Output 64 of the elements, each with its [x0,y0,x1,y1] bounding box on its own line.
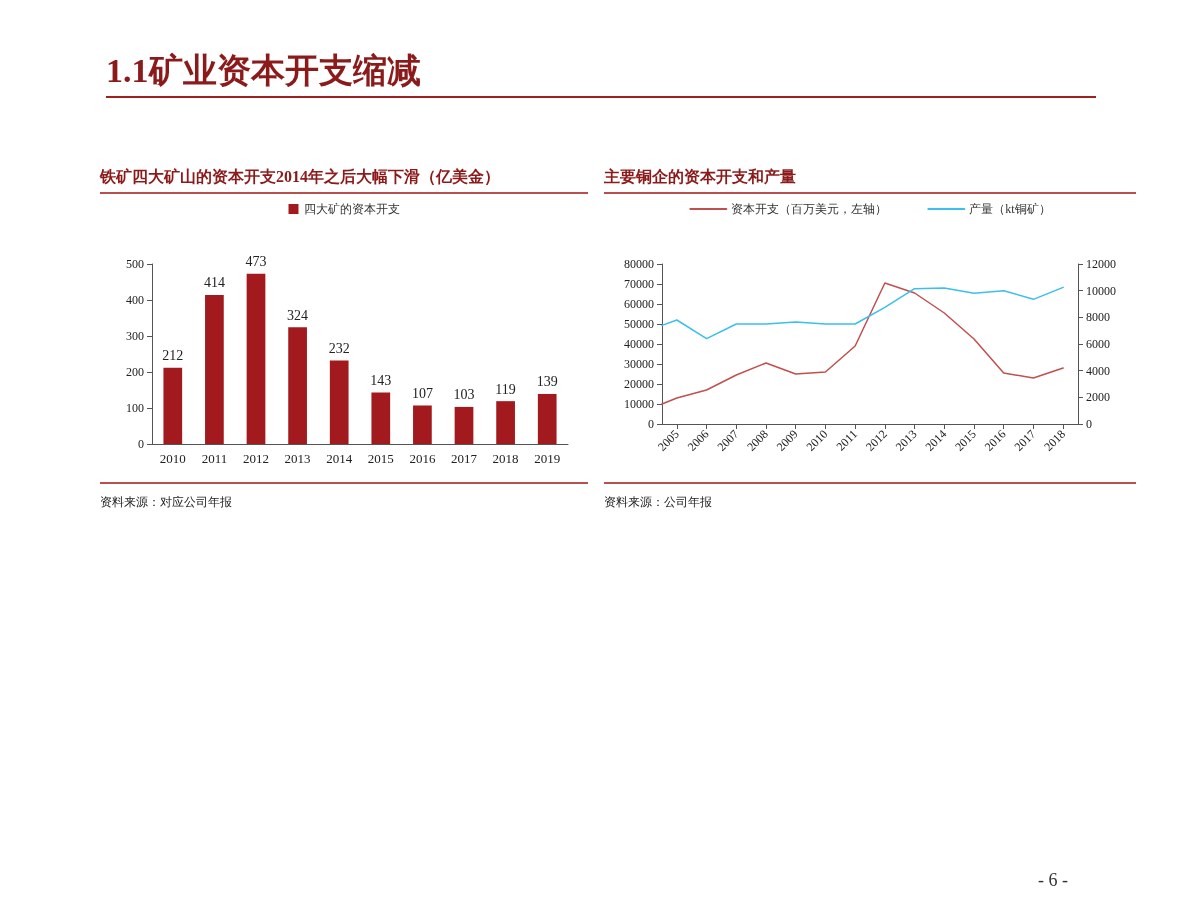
y-tick-label: 300 [126,329,144,343]
y-tick-label: 400 [126,293,144,307]
legend-label: 资本开支（百万美元，左轴） [731,202,888,216]
y2-tick-label: 12000 [1086,257,1116,271]
y2-tick-label: 2000 [1086,390,1110,405]
y2-tick-label: 4000 [1086,363,1110,378]
x-tick-label: 2014 [326,451,353,466]
x-tick-label: 2011 [201,451,228,466]
y-tick-label: 30000 [624,357,654,371]
data-label: 324 [287,307,309,323]
bar [454,406,474,444]
x-tick-label: 2019 [534,451,561,466]
bar [288,327,307,444]
data-label: 119 [495,381,516,397]
x-tick-label: 2010 [159,451,186,466]
y2-tick-label: 0 [1086,417,1092,431]
bar [329,360,349,444]
bar [413,405,432,444]
y-tick-label: 80000 [624,257,654,271]
y-tick-label: 0 [138,437,144,451]
y-tick-label: 10000 [624,397,654,411]
y-tick-label: 100 [126,401,144,415]
text: 资料来源：对应公司年报 [100,494,233,511]
chart-title: 铁矿四大矿山的资本开支2014年之后大幅下滑（亿美金） [100,163,588,194]
y2-tick-label: 10000 [1086,283,1116,298]
data-label: 414 [203,275,225,291]
x-tick-label: 2016 [409,451,436,466]
y2-tick-label: 8000 [1086,310,1110,325]
text: 1.1矿业资本开支缩减 [106,48,1096,98]
chart-title: 主要铜企的资本开支和产量 [604,163,1136,194]
y-tick-label: 40000 [624,337,654,351]
data-label: 139 [536,374,558,390]
legend-label: 产量（kt铜矿） [969,202,1051,216]
y-tick-label: 50000 [624,317,654,331]
y-tick-label: 200 [126,365,144,379]
bar [163,367,183,444]
line-series [661,282,1064,405]
data-label: 143 [370,373,392,389]
x-tick-label: 2017 [451,451,478,466]
bar [205,294,224,444]
bar [496,401,515,444]
y-tick-label: 60000 [624,297,654,311]
x-tick-label: 2018 [492,451,519,466]
legend-label: 四大矿的资本开支 [303,202,400,216]
bar [537,393,557,444]
text: - 6 - [1038,870,1068,891]
bar [371,392,391,444]
y2-tick-label: 6000 [1086,337,1110,351]
line-series [661,286,1064,340]
data-label: 103 [453,387,475,403]
x-tick-label: 2012 [243,451,269,466]
text: 资料来源：公司年报 [604,494,713,511]
x-tick-label: 2013 [284,451,311,466]
y-tick-label: 0 [648,417,654,431]
x-tick-label: 2011 [833,427,861,454]
x-tick-label: 2015 [367,451,394,466]
y-tick-label: 20000 [624,377,654,391]
data-label: 212 [162,348,184,364]
y-tick-label: 70000 [624,277,654,291]
data-label: 232 [328,340,350,356]
bar [246,273,266,444]
y-tick-label: 500 [126,257,144,271]
data-label: 107 [411,385,433,401]
data-label: 473 [245,254,267,270]
